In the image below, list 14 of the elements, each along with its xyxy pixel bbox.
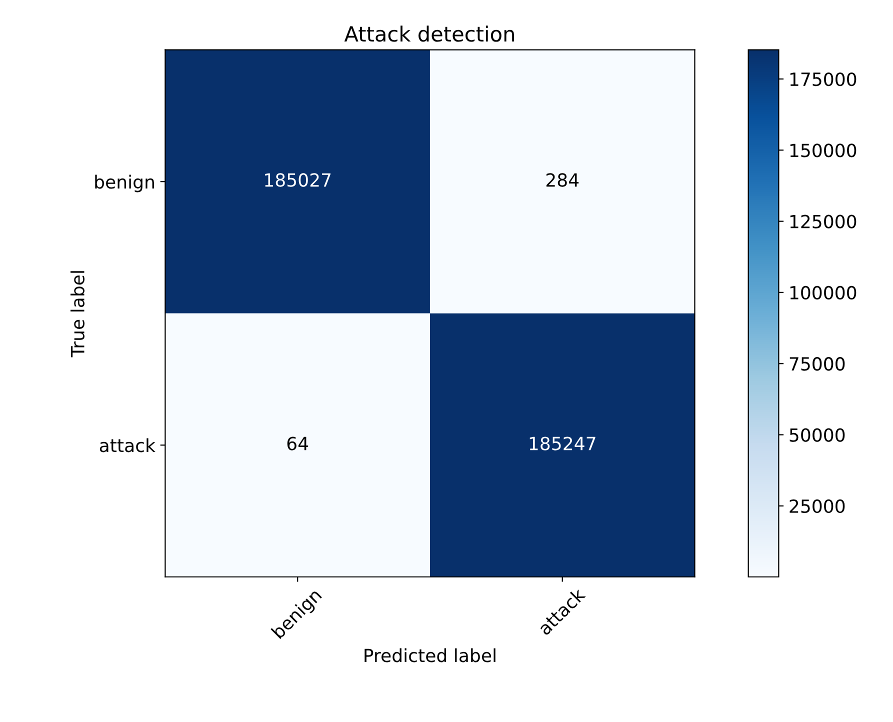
color-bar-label: 75000 [790,357,845,371]
y-axis-title: True label [70,271,84,358]
data-label: 185027 [265,173,331,187]
color-bar-label: 50000 [790,428,845,442]
x-axis-title: Predicted label [364,648,496,662]
color-bar-label: 175000 [790,72,856,86]
data-label: 185247 [530,436,596,450]
data-label: 284 [546,173,579,187]
data-label: 64 [287,436,308,450]
color-bar-label: 25000 [790,499,845,514]
color-bar-label: 150000 [790,144,856,158]
color-bar-label: 100000 [790,286,856,300]
color-bar-label: 125000 [790,214,856,228]
chart-title: Attack detection [344,26,514,42]
